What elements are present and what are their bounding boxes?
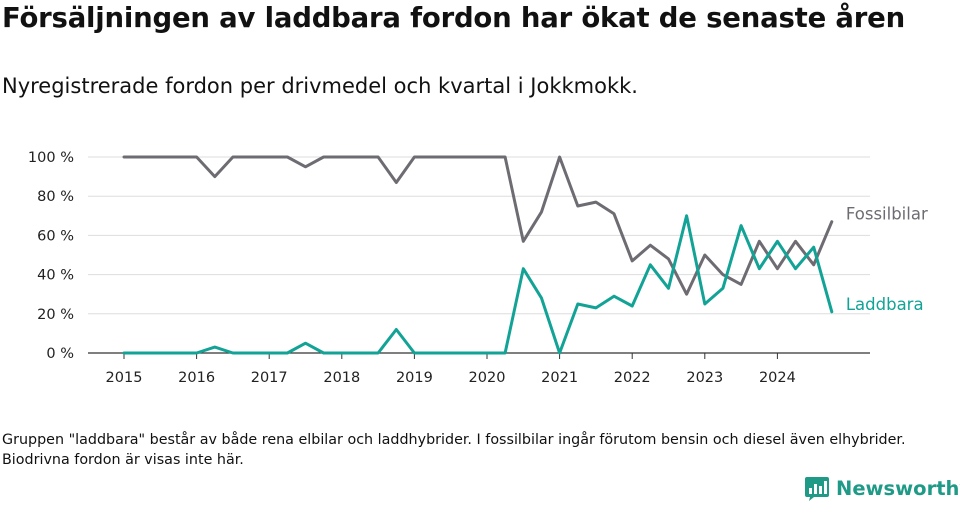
x-tick-label: 2015 bbox=[106, 370, 143, 386]
x-tick-label: 2020 bbox=[469, 370, 506, 386]
series-lines bbox=[122, 155, 834, 355]
x-tick-label: 2022 bbox=[614, 370, 651, 386]
chart-subtitle: Nyregistrerade fordon per drivmedel och … bbox=[2, 74, 638, 98]
series-labels: Fossilbilar Laddbara bbox=[846, 205, 928, 314]
y-tick-label: 80 % bbox=[37, 189, 74, 205]
line-chart: 0 %20 %40 %60 %80 %100 % 2015 2016 2017 201… bbox=[28, 150, 928, 386]
x-tick-label: 2023 bbox=[686, 370, 723, 386]
series-label-laddbara: Laddbara bbox=[846, 295, 924, 314]
y-tick-label: 0 % bbox=[46, 346, 74, 362]
y-tick-label: 20 % bbox=[37, 307, 74, 323]
y-tick-label: 40 % bbox=[37, 268, 74, 284]
x-tick-label: 2021 bbox=[541, 370, 578, 386]
x-axis-ticks: 2015 2016 2017 2018 2019 2020 2021 2022 2023 2024 bbox=[106, 353, 796, 386]
y-tick-label: 100 % bbox=[28, 150, 74, 166]
y-axis-ticks: 0 % 20 % 40 % 60 % 80 % 100 % bbox=[28, 150, 74, 362]
footnote: Gruppen "laddbara" består av både rena e… bbox=[2, 432, 906, 468]
gridlines bbox=[88, 156, 870, 315]
x-tick-label: 2018 bbox=[323, 370, 360, 386]
series-label-fossilbilar: Fossilbilar bbox=[846, 205, 928, 224]
brand-name: Newsworthy bbox=[836, 476, 960, 500]
x-tick-label: 2017 bbox=[251, 370, 288, 386]
y-tick-label: 60 % bbox=[37, 228, 74, 244]
x-tick-label: 2024 bbox=[759, 370, 796, 386]
bar-chart-logo-icon bbox=[805, 477, 829, 501]
x-tick-label: 2016 bbox=[178, 370, 215, 386]
series-line-fossilbilar bbox=[122, 155, 834, 296]
series-line-laddbara bbox=[122, 214, 834, 355]
chart-title: Försäljningen av laddbara fordon har öka… bbox=[2, 2, 905, 34]
newsworthy-logo: Newsworthy bbox=[804, 474, 960, 502]
x-tick-label: 2019 bbox=[396, 370, 433, 386]
